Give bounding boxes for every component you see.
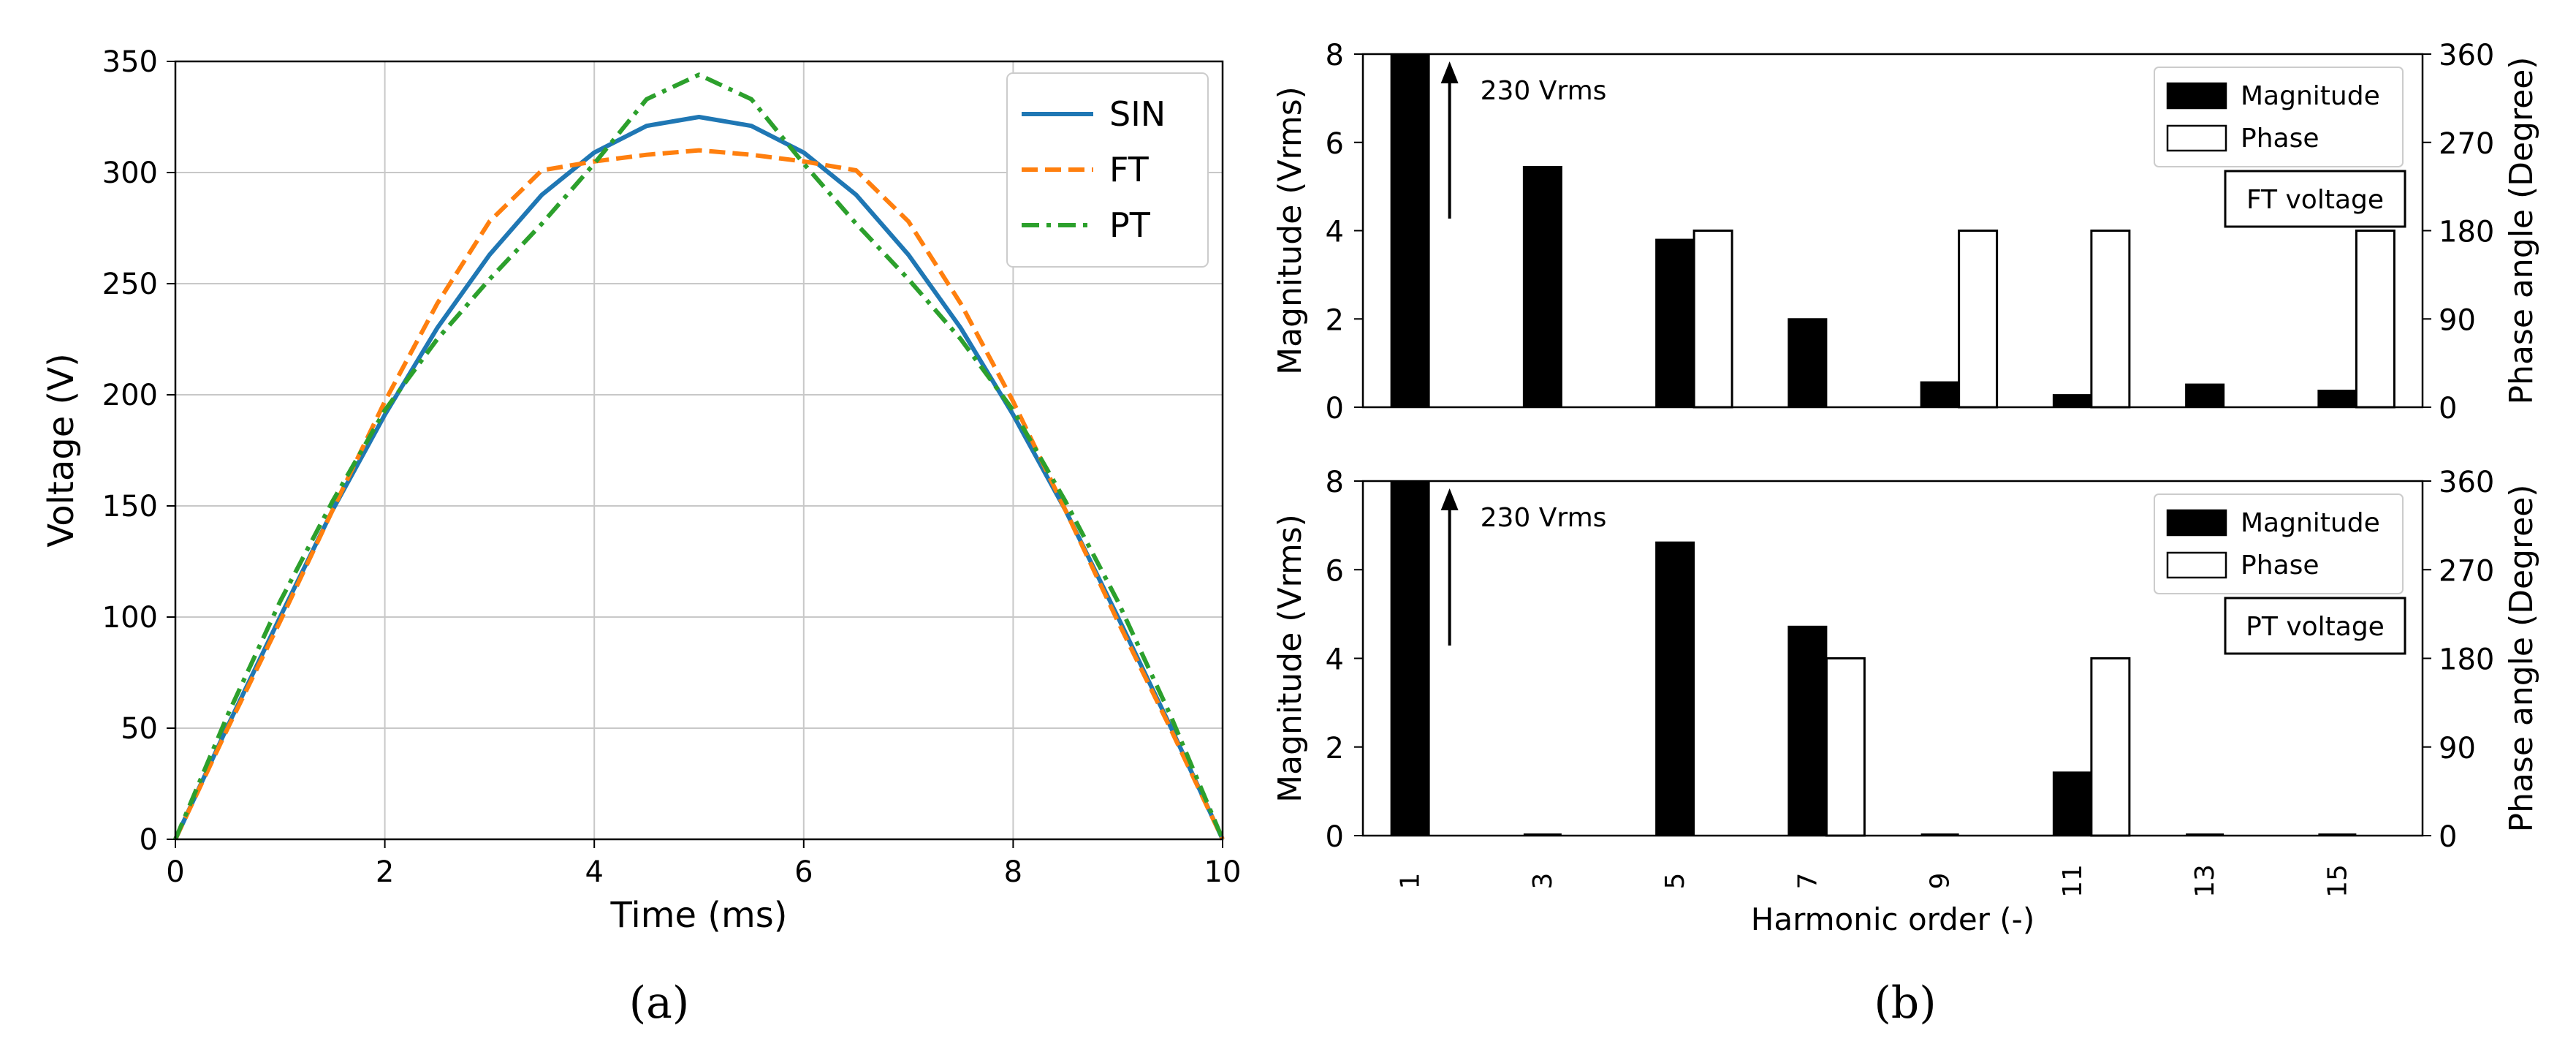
voltage-waveform-chart: 0 2 4 6 8 10050100150200250300350SINFTPTTime … (41, 45, 1241, 936)
left-y-axis-label: Magnitude (Vrms) (1272, 86, 1309, 375)
voltage-label-text: PT voltage (2246, 612, 2385, 642)
legend-label-magnitude: Magnitude (2241, 508, 2380, 538)
x-tick-label-1: 1 (1396, 873, 1426, 890)
legend-box (1006, 72, 1209, 268)
legend-swatch-phase (2166, 551, 2227, 579)
phase-bar-11 (2090, 657, 2131, 837)
x-tick-label-4: 4 (585, 855, 603, 889)
left-y-tick-label-6: 6 (1326, 127, 1344, 161)
phase-bar-5 (1692, 230, 1733, 409)
voltage-label-text: FT voltage (2246, 185, 2384, 215)
x-tick-label-9: 9 (1926, 873, 1956, 890)
series-line-pt (173, 72, 1225, 841)
x-tick-label-7: 7 (1793, 873, 1823, 890)
y-tick-label-200: 200 (102, 379, 158, 412)
x-tick-label-13: 13 (2190, 864, 2220, 898)
magnitude-bar-5 (1655, 541, 1695, 836)
left-y-tick-label-8: 8 (1326, 466, 1344, 499)
magnitude-bar-9 (1920, 381, 1960, 408)
left-y-tick-label-6: 6 (1326, 554, 1344, 588)
legend-label-phase: Phase (2241, 124, 2319, 154)
left-y-axis-label: Magnitude (Vrms) (1272, 514, 1309, 803)
x-tick-label-8: 8 (1004, 855, 1022, 889)
left-y-tick-label-8: 8 (1326, 39, 1344, 72)
right-y-tick-label-0: 0 (2439, 820, 2457, 854)
legend-label-phase: Phase (2241, 551, 2319, 580)
y-tick-label-250: 250 (102, 268, 158, 301)
phase-bar-11 (2090, 230, 2131, 409)
legend-label-ft: FT (1109, 150, 1150, 189)
annotation-arrow-head (1440, 61, 1459, 83)
right-y-axis-label: Phase angle (Degree) (2503, 57, 2540, 405)
phase-bar-15 (2355, 230, 2395, 409)
x-tick-label-5: 5 (1660, 873, 1690, 890)
right-y-tick-label-360: 360 (2439, 39, 2494, 72)
y-axis-label: Voltage (V) (41, 353, 82, 548)
y-tick-label-350: 350 (102, 45, 158, 79)
y-tick-label-150: 150 (102, 490, 158, 523)
magnitude-bar-5 (1655, 238, 1695, 409)
left-y-tick-label-0: 0 (1326, 392, 1344, 425)
magnitude-bar-11 (2052, 771, 2092, 837)
right-y-tick-label-270: 270 (2439, 127, 2494, 161)
left-y-tick-label-2: 2 (1326, 732, 1344, 765)
x-tick-label-2: 2 (376, 855, 394, 889)
y-tick-label-100: 100 (102, 601, 158, 635)
right-y-tick-label-360: 360 (2439, 466, 2494, 499)
magnitude-bar-7 (1787, 625, 1828, 836)
magnitude-bar-3 (1522, 165, 1562, 409)
caption-b: (b) (1874, 977, 1936, 1029)
legend-swatch-phase (2166, 124, 2227, 152)
magnitude-bar-15 (2317, 390, 2357, 408)
x-tick-label-0: 0 (166, 855, 184, 889)
right-y-tick-label-90: 90 (2439, 303, 2476, 337)
annotation-label: 230 Vrms (1481, 503, 1607, 533)
annotation-label: 230 Vrms (1481, 76, 1607, 106)
magnitude-bar-7 (1787, 318, 1828, 408)
ft-harmonic-chart: 0 2 4 6 8 0 90 180 270 360 230 Vrms Magnitude Phase F… (1272, 39, 2540, 425)
x-axis-label: Harmonic order (-) (1751, 901, 2034, 937)
x-tick-label-3: 3 (1528, 873, 1558, 890)
magnitude-bar-1 (1390, 53, 1430, 408)
legend-label-sin: SIN (1109, 94, 1166, 134)
right-y-tick-label-90: 90 (2439, 732, 2476, 765)
right-y-tick-label-180: 180 (2439, 643, 2494, 677)
y-tick-label-50: 50 (121, 712, 158, 746)
annotation-arrow-head (1440, 488, 1459, 510)
left-y-tick-label-4: 4 (1326, 216, 1344, 249)
left-y-tick-label-4: 4 (1326, 643, 1344, 677)
plot-frame (174, 60, 1224, 841)
x-tick-label-11: 11 (2058, 864, 2088, 898)
x-axis-label: Time (ms) (610, 895, 788, 936)
x-tick-label-15: 15 (2322, 864, 2352, 898)
magnitude-bar-1 (1390, 480, 1430, 836)
left-y-tick-label-2: 2 (1326, 303, 1344, 337)
y-tick-label-0: 0 (140, 823, 158, 857)
plot-frame (1361, 53, 2424, 409)
plot-frame (1361, 480, 2424, 837)
right-y-tick-label-180: 180 (2439, 216, 2494, 249)
voltage-label-box (2224, 170, 2406, 228)
legend-label-pt: PT (1109, 205, 1151, 245)
y-tick-label-300: 300 (102, 156, 158, 190)
phase-bar-9 (1958, 230, 1999, 409)
magnitude-bar-13 (2185, 383, 2225, 408)
left-y-tick-label-0: 0 (1326, 820, 1344, 854)
caption-a: (a) (629, 977, 690, 1029)
voltage-label-box (2224, 597, 2406, 655)
legend-label-magnitude: Magnitude (2241, 81, 2380, 111)
right-y-tick-label-0: 0 (2439, 392, 2457, 425)
x-tick-label-6: 6 (794, 855, 813, 889)
legend-swatch-magnitude (2166, 509, 2227, 537)
x-tick-label-10: 10 (1204, 855, 1242, 889)
right-y-axis-label: Phase angle (Degree) (2503, 485, 2540, 833)
phase-bar-7 (1825, 657, 1866, 837)
right-y-tick-label-270: 270 (2439, 554, 2494, 588)
legend-swatch-magnitude (2166, 82, 2227, 110)
